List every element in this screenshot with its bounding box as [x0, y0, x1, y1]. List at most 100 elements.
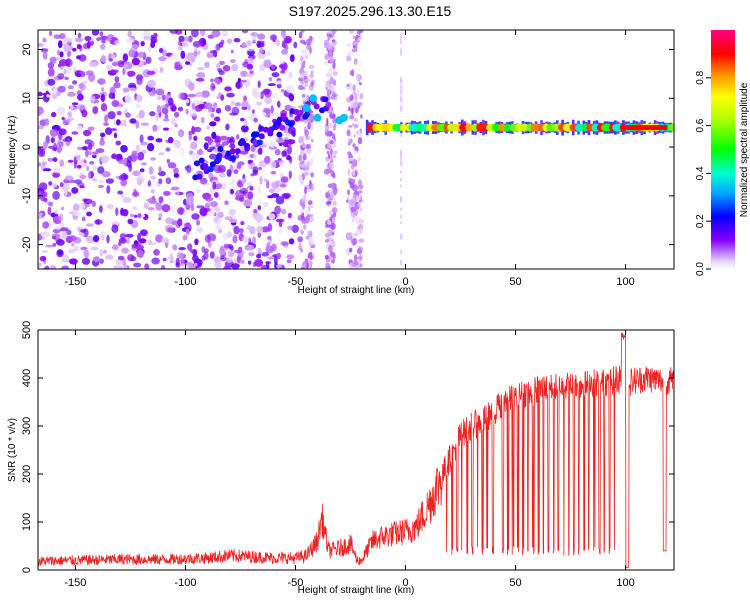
noise-blob [126, 237, 130, 244]
noise-band-blob [329, 56, 335, 63]
noise-blob [38, 234, 43, 241]
noise-blob [125, 233, 134, 238]
noise-blob [268, 77, 273, 82]
noise-blob [270, 105, 274, 114]
tone-core [498, 123, 507, 132]
noise-blob [122, 87, 130, 93]
noise-blob [128, 87, 137, 92]
noise-blob [140, 162, 148, 166]
x-tick-label: -150 [64, 276, 86, 288]
noise-blob [191, 265, 196, 269]
noise-blob [167, 227, 174, 233]
noise-blob [137, 151, 145, 161]
noise-blob [105, 37, 112, 42]
colorbar-ticks: 0.0 0.2 0.4 0.6 0.8 [695, 70, 711, 276]
noise-band-blob [352, 35, 357, 40]
noise-blob [100, 95, 104, 101]
colorbar-tick-label: 0.4 [695, 166, 706, 180]
noise-blob [131, 150, 138, 156]
noise-blob [100, 103, 108, 112]
noise-blob [136, 175, 145, 183]
spectrogram-x-axis-label: Height of straight line (km) [298, 285, 415, 296]
noise-band-blob [306, 147, 312, 155]
x-tick-label: 100 [616, 276, 634, 288]
noise-band-blob [297, 236, 304, 243]
noise-blob [213, 192, 219, 198]
noise-blob [114, 40, 121, 45]
noise-blob [271, 181, 279, 189]
noise-blob [181, 39, 189, 48]
noise-band-blob [306, 45, 312, 50]
noise-blob [58, 40, 63, 49]
noise-band-blob [346, 55, 351, 60]
noise-blob [281, 150, 287, 157]
noise-blob [132, 191, 140, 197]
noise-blob [71, 242, 75, 247]
noise-blob [263, 144, 267, 148]
noise-blob [206, 210, 215, 217]
noise-blob [174, 64, 183, 71]
noise-band-blob [330, 222, 336, 230]
noise-blob [257, 205, 262, 211]
noise-band-blob [353, 94, 356, 102]
noise-blob [287, 145, 292, 155]
noise-blob [279, 183, 287, 188]
noise-band-blob [330, 214, 335, 219]
tone-core [519, 123, 530, 132]
noise-band-blob [300, 48, 307, 54]
diagonal-blob [279, 124, 286, 131]
noise-band-blob [329, 140, 334, 145]
noise-blob [111, 153, 118, 159]
noise-blob [108, 58, 114, 62]
noise-band-blob [327, 36, 330, 41]
noise-blob [140, 122, 150, 126]
x-tick-label: -50 [288, 577, 304, 589]
noise-blob [188, 132, 192, 141]
noise-blob [100, 155, 109, 164]
noise-blob [86, 211, 92, 217]
noise-blob [196, 128, 201, 132]
noise-blob [118, 174, 123, 181]
noise-blob [270, 160, 277, 169]
noise-blob [264, 155, 271, 164]
noise-blob [87, 143, 93, 151]
noise-blob [247, 260, 252, 265]
noise-blob [155, 112, 159, 121]
noise-band-blob [304, 83, 309, 87]
noise-blob [264, 88, 272, 98]
noise-blob [89, 40, 94, 46]
noise-blob [66, 118, 71, 123]
noise-blob [218, 70, 225, 75]
noise-blob [52, 190, 60, 200]
noise-blob [196, 219, 201, 226]
noise-blob [53, 167, 62, 174]
noise-band-blob [346, 43, 351, 47]
noise-blob [58, 128, 67, 136]
diagonal-blob [192, 174, 199, 181]
noise-band-blob [302, 153, 307, 161]
noise-blob [79, 174, 87, 180]
noise-blob [135, 120, 140, 129]
noise-blob [267, 195, 274, 199]
noise-band-blob [353, 254, 358, 262]
noise-blob [52, 147, 57, 151]
noise-band-blob [399, 79, 403, 82]
noise-band-blob [303, 75, 308, 80]
diagonal-blob [258, 133, 265, 140]
noise-blob [147, 79, 157, 88]
noise-blob [253, 208, 258, 214]
noise-blob [80, 232, 85, 238]
noise-band-blob [352, 45, 356, 49]
diagonal-blob [325, 101, 332, 108]
noise-blob [110, 40, 114, 45]
noise-blob [276, 160, 285, 164]
tone-core [537, 123, 545, 132]
noise-blob [269, 141, 276, 149]
noise-blob [245, 48, 255, 52]
noise-blob [210, 113, 214, 118]
x-tick-label: 100 [616, 577, 634, 589]
noise-band-blob [356, 195, 361, 201]
diagonal-blob [202, 163, 209, 170]
noise-blob [218, 172, 226, 178]
x-tick-label: -100 [174, 577, 196, 589]
